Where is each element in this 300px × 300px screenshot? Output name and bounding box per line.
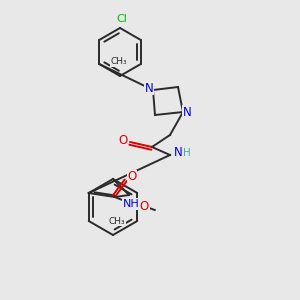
Text: N: N [183,106,191,118]
Text: O: O [140,200,149,212]
Text: N: N [174,146,183,160]
Text: N: N [145,82,153,94]
Text: O: O [118,134,127,146]
Text: O: O [127,170,136,184]
Text: NH: NH [123,199,140,209]
Text: CH₃: CH₃ [109,217,125,226]
Text: Cl: Cl [117,14,128,24]
Text: CH₃: CH₃ [110,58,127,67]
Text: H: H [183,148,191,158]
